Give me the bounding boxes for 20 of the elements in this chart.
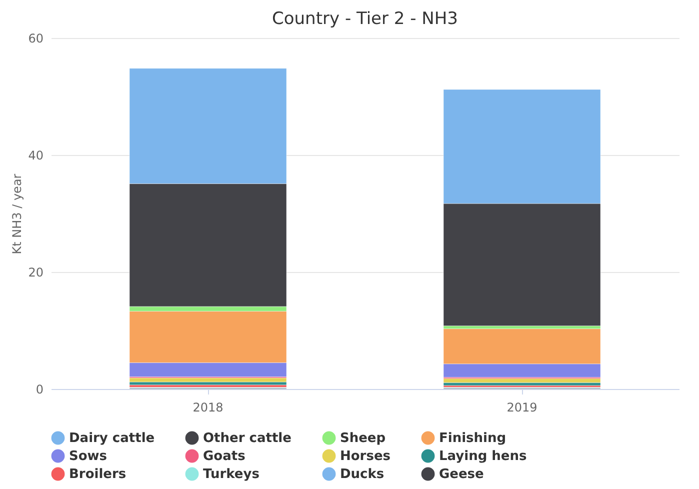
- legend-label: Sows: [69, 449, 108, 464]
- y-tick-label: 20: [28, 266, 44, 280]
- legend-label: Broilers: [69, 467, 126, 482]
- legend-label: Other cattle: [203, 431, 292, 446]
- legend-label: Dairy cattle: [69, 431, 155, 446]
- legend-label: Laying hens: [439, 449, 527, 464]
- legend-label: Goats: [203, 449, 246, 464]
- x-tick-label: 2018: [192, 400, 224, 414]
- y-tick-label: 0: [36, 382, 44, 396]
- legend-label: Geese: [439, 467, 484, 482]
- y-tick-label: 40: [28, 148, 44, 162]
- chart-title: Country - Tier 2 - NH3: [272, 9, 458, 29]
- legend-label: Turkeys: [203, 467, 260, 482]
- legend-label: Sheep: [340, 431, 386, 446]
- legend-label: Finishing: [439, 431, 506, 446]
- y-tick-label: 60: [28, 32, 44, 46]
- y-axis-title: Kt NH3 / year: [10, 174, 24, 254]
- legend-label: Ducks: [340, 467, 384, 482]
- legend-label: Horses: [340, 449, 391, 464]
- x-tick-label: 2019: [506, 400, 538, 414]
